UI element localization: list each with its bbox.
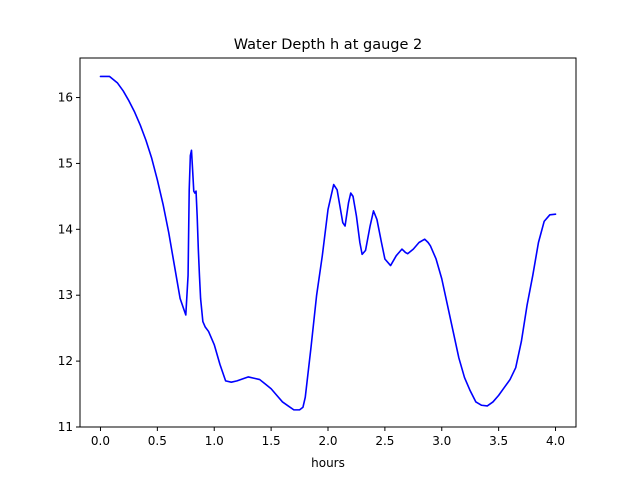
x-tick-label: 0.5 <box>148 434 167 448</box>
x-tick-label: 2.5 <box>375 434 394 448</box>
x-tick-label: 4.0 <box>546 434 565 448</box>
x-tick-label: 2.0 <box>318 434 337 448</box>
y-tick-label: 15 <box>58 156 73 170</box>
x-tick-label: 1.0 <box>205 434 224 448</box>
y-axis: 11 12 13 14 15 16 <box>58 91 80 434</box>
y-tick-label: 13 <box>58 288 73 302</box>
y-tick-label: 14 <box>58 222 73 236</box>
x-tick-label: 3.0 <box>432 434 451 448</box>
x-axis-label: hours <box>311 456 345 470</box>
x-axis: 0.0 0.5 1.0 1.5 2.0 2.5 3.0 3.5 4.0 <box>91 427 565 448</box>
y-tick-label: 11 <box>58 420 73 434</box>
y-tick-label: 12 <box>58 354 73 368</box>
y-tick-label: 16 <box>58 91 73 105</box>
x-tick-label: 3.5 <box>489 434 508 448</box>
series-line <box>99 75 557 411</box>
x-tick-label: 0.0 <box>91 434 110 448</box>
chart-title: Water Depth h at gauge 2 <box>234 37 422 53</box>
x-tick-label: 1.5 <box>262 434 281 448</box>
